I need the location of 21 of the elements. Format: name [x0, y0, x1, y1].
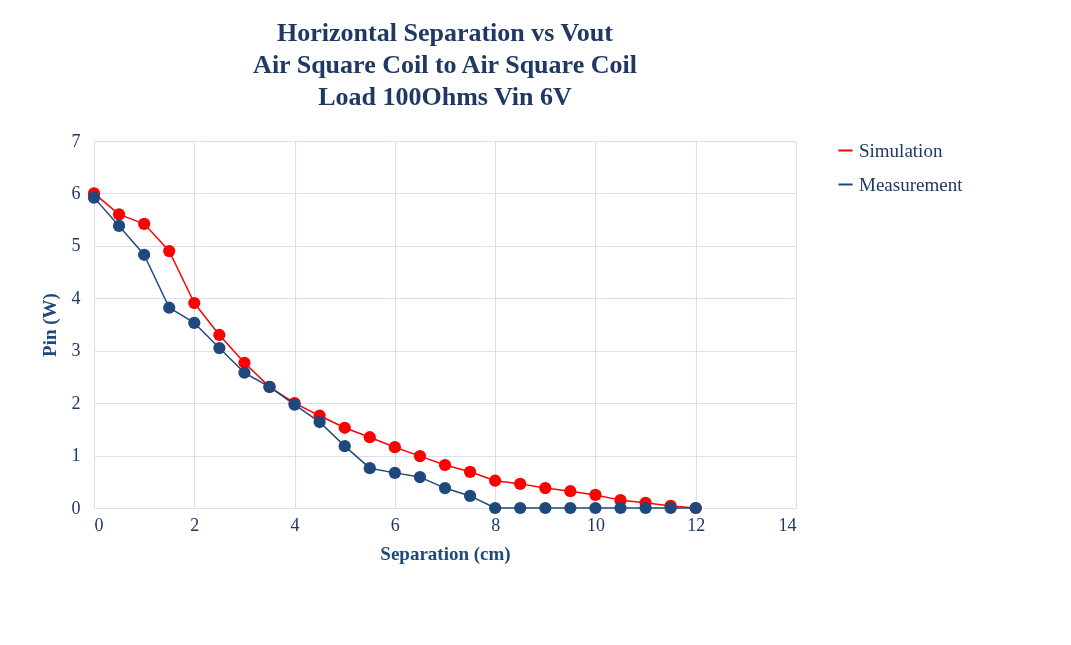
- x-tick-label: 10: [586, 514, 605, 535]
- legend-label: Simulation: [859, 139, 943, 161]
- y-tick-label: 0: [71, 497, 81, 518]
- y-tick-label: 2: [71, 392, 81, 413]
- y-tick-label: 5: [71, 235, 81, 256]
- x-tick-label: 14: [778, 514, 797, 535]
- x-tick-label: 2: [190, 514, 200, 535]
- y-tick-label: 6: [71, 182, 81, 203]
- y-axis-title: Pin (W): [38, 293, 61, 357]
- y-tick-label: 3: [71, 340, 81, 361]
- y-tick-label: 7: [71, 130, 81, 151]
- chart-title: Horizontal Separation vs Vout Air Square Coil to Air Square Coil Load 100Ohms Vin 6V: [253, 18, 637, 111]
- legend-label: Measurement: [859, 173, 964, 195]
- x-tick-label: 8: [491, 514, 501, 535]
- y-tick-label: 1: [71, 445, 81, 466]
- x-tick-label: 0: [94, 514, 104, 535]
- y-tick-label: 4: [71, 287, 81, 308]
- x-axis-title: Separation (cm): [380, 542, 511, 565]
- x-tick-label: 4: [290, 514, 300, 535]
- x-tick-label: 6: [390, 514, 400, 535]
- x-tick-label: 12: [687, 514, 706, 535]
